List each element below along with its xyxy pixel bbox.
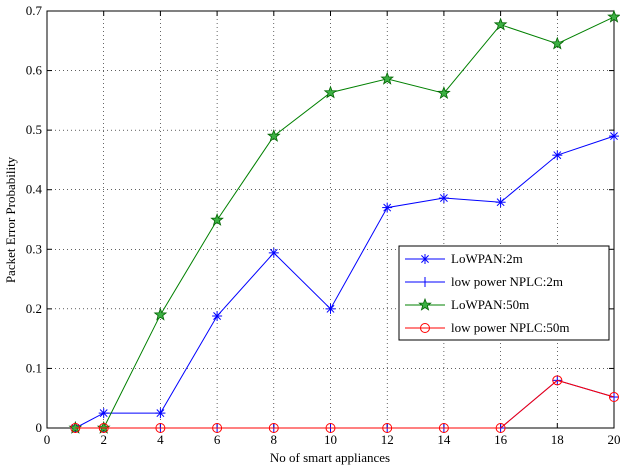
data-point — [609, 392, 619, 403]
data-point — [155, 408, 166, 419]
data-point — [325, 303, 336, 314]
x-tick-label: 4 — [157, 432, 164, 447]
data-point — [212, 311, 223, 322]
data-point — [609, 392, 619, 403]
series — [68, 9, 620, 434]
data-point — [437, 86, 451, 99]
data-point — [268, 423, 279, 433]
data-point — [552, 375, 563, 386]
y-tick-label: 0.4 — [26, 182, 43, 197]
y-tick-label: 0.2 — [26, 301, 42, 316]
legend: LoWPAN:2m low power NPLC:2m LoWPAN:50m low … — [398, 245, 610, 341]
data-point — [382, 202, 393, 213]
data-point — [153, 307, 168, 321]
legend-label: low power NPLC:50m — [451, 320, 569, 335]
data-point — [495, 423, 506, 433]
data-point — [609, 131, 619, 142]
x-tick-label: 6 — [214, 432, 221, 447]
x-tick-label: 8 — [271, 432, 278, 447]
legend-label: low power NPLC:2m — [451, 274, 563, 289]
data-point — [418, 297, 432, 311]
data-point — [420, 277, 430, 287]
data-point — [266, 128, 281, 142]
x-tick-label: 12 — [381, 432, 394, 447]
y-axis-label: Packet Error Probability — [3, 156, 18, 283]
data-point — [70, 423, 81, 433]
legend-box — [398, 245, 610, 341]
data-point — [607, 9, 620, 23]
x-axis-label: No of smart appliances — [270, 450, 390, 465]
data-point — [438, 193, 449, 204]
legend-item: low power NPLC:50m — [405, 320, 569, 335]
y-tick-label: 0.3 — [26, 241, 42, 256]
y-tick-label: 0 — [36, 420, 43, 435]
x-tick-label: 0 — [44, 432, 51, 447]
data-point — [323, 85, 338, 99]
data-point — [155, 423, 166, 433]
y-tick-label: 0.1 — [26, 360, 42, 375]
y-tick-label: 0.6 — [26, 63, 43, 78]
x-tick-label: 10 — [324, 432, 337, 447]
legend-item: low power NPLC:2m — [405, 274, 563, 289]
data-point — [325, 423, 336, 433]
data-point — [420, 323, 430, 333]
series-layer — [68, 9, 620, 434]
x-tick-label: 2 — [100, 432, 107, 447]
data-point — [98, 423, 109, 433]
data-point — [550, 36, 565, 50]
y-tick-label: 0.7 — [26, 3, 43, 18]
series — [70, 375, 619, 433]
series-line — [75, 379, 615, 429]
data-point — [210, 212, 224, 226]
legend-label: LoWPAN:50m — [451, 297, 529, 312]
x-tick-label: 14 — [437, 432, 451, 447]
data-point — [380, 71, 395, 85]
data-point — [382, 423, 393, 433]
data-point — [268, 247, 279, 258]
legend-item: LoWPAN:2m — [405, 251, 523, 266]
data-point — [495, 197, 506, 208]
y-tick-label: 0.5 — [26, 122, 42, 137]
data-point — [420, 254, 430, 264]
legend-label: LoWPAN:2m — [451, 251, 523, 266]
data-point — [98, 408, 109, 419]
data-point — [438, 423, 449, 433]
data-point — [493, 17, 508, 31]
legend-item: LoWPAN:50m — [405, 297, 529, 312]
x-tick-label: 16 — [494, 432, 508, 447]
x-tick-label: 18 — [551, 432, 564, 447]
data-point — [212, 423, 223, 433]
axes: 0 2 4 6 8 10 12 14 16 18 20 0 0.1 0.2 0.3 0.4 0.5 0.6 0.7 — [26, 3, 620, 447]
x-tick-label: 20 — [608, 432, 620, 447]
data-point — [552, 150, 563, 161]
